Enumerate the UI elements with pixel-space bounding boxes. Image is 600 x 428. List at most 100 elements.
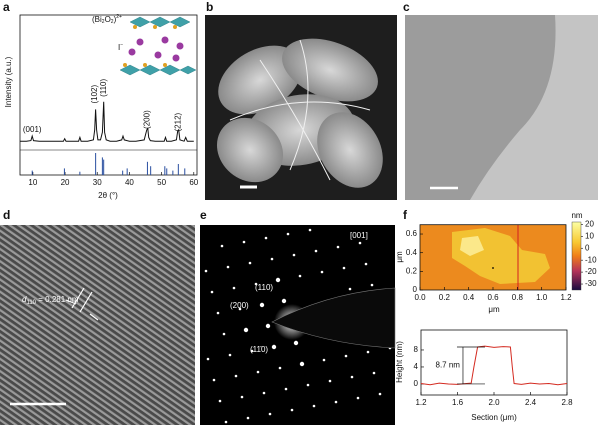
diffraction-spot — [336, 245, 340, 249]
reference-stick — [63, 168, 65, 175]
diffraction-spot — [275, 277, 281, 283]
diffraction-spot — [220, 244, 224, 248]
beam-stop — [271, 287, 396, 349]
reference-stick — [150, 166, 152, 175]
reference-stick — [177, 164, 179, 175]
x-tick-label: 0.0 — [414, 293, 426, 302]
diffraction-spot — [240, 395, 244, 399]
diffraction-spot — [216, 311, 220, 315]
panel-letter: e — [200, 208, 207, 222]
plot-frame — [19, 14, 198, 176]
diffraction-spot — [256, 370, 260, 374]
x-tick-label: 1.2 — [560, 293, 572, 302]
reference-stick — [122, 170, 124, 175]
x-tick-label: 0.6 — [487, 293, 499, 302]
y-tick-label: 8 — [414, 345, 419, 354]
diffraction-spot — [248, 261, 252, 265]
x-tick-label: 0.8 — [512, 293, 524, 302]
inset-anion: I− — [118, 42, 123, 52]
diffraction-spot — [306, 383, 310, 387]
diffraction-spot — [308, 228, 312, 232]
diffraction-spot — [334, 400, 338, 404]
tem-image — [405, 15, 598, 200]
data-line — [420, 345, 568, 386]
y-tick-label: 4 — [414, 362, 419, 371]
saed-image — [200, 225, 396, 425]
diffraction-spot — [210, 290, 214, 294]
reference-stick — [126, 168, 128, 175]
diffraction-spot — [262, 391, 266, 395]
x-axis-title: 2θ (°) — [98, 191, 118, 200]
diffraction-spot — [372, 371, 376, 375]
zone-axis: [001] — [350, 231, 368, 240]
colorbar-title: nm — [571, 211, 582, 220]
diffraction-spot — [293, 340, 299, 346]
diffraction-spot — [254, 282, 258, 286]
diffraction-spot — [228, 353, 232, 357]
diffraction-spot — [312, 404, 316, 408]
diffraction-spot — [322, 358, 326, 362]
diffraction-spot — [356, 396, 360, 400]
x-tick-label: 1.2 — [415, 398, 427, 407]
diffraction-spot — [243, 327, 249, 333]
x-axis-title: μm — [488, 305, 500, 314]
x-tick-label: 2.4 — [525, 398, 537, 407]
x-tick-label: 20 — [61, 178, 70, 187]
x-tick-label: 10 — [28, 178, 37, 187]
peak-label: (212) — [173, 112, 182, 131]
diffraction-spot — [286, 232, 290, 236]
x-tick-label: 0.2 — [439, 293, 451, 302]
inset-label: (Bi2O2)2+ — [92, 14, 122, 25]
diffraction-spot — [290, 408, 294, 412]
y-tick-label: 0 — [413, 285, 418, 294]
diffraction-spot — [342, 266, 346, 270]
x-tick-label: 60 — [189, 178, 198, 187]
colorbar-tick-label: -20 — [585, 267, 597, 276]
d-spacing-label: d110 = 0.281 nm — [22, 295, 79, 305]
diffraction-spot — [265, 323, 271, 329]
x-axis-title: Section (μm) — [471, 413, 517, 422]
panel-letter: a — [3, 0, 10, 14]
spot-label: (110) — [255, 283, 273, 292]
diffraction-spot — [328, 379, 332, 383]
panel-letter: c — [403, 0, 410, 14]
diffraction-spot — [320, 270, 324, 274]
diffraction-spot — [224, 420, 228, 424]
spot-label: (200) — [230, 301, 249, 310]
diffraction-spot — [238, 307, 242, 311]
diffraction-spot — [299, 361, 305, 367]
x-tick-label: 40 — [125, 178, 134, 187]
reference-stick — [103, 159, 105, 175]
diffraction-spot — [204, 269, 208, 273]
diffraction-spot — [292, 253, 296, 257]
reference-stick — [79, 171, 81, 175]
x-tick-label: 1.0 — [536, 293, 548, 302]
data-line — [20, 101, 194, 142]
panel-letter: b — [206, 0, 213, 14]
diffraction-spot — [212, 378, 216, 382]
diffraction-spot — [270, 257, 274, 261]
peak-label: (001) — [23, 125, 42, 134]
peak-label: (200) — [143, 110, 152, 129]
x-tick-label: 2.0 — [488, 398, 500, 407]
x-tick-label: 50 — [157, 178, 166, 187]
panel-letter: d — [3, 208, 10, 222]
hrtem-image — [0, 225, 195, 425]
x-tick-label: 0.4 — [463, 293, 475, 302]
diffraction-spot — [242, 240, 246, 244]
crystal-inset — [119, 16, 197, 76]
diffraction-spot — [250, 349, 254, 353]
diffraction-spot — [268, 412, 272, 416]
reference-stick — [31, 170, 33, 175]
y-tick-label: 0.6 — [406, 229, 418, 238]
diffraction-spot — [278, 366, 282, 370]
reference-stick — [164, 166, 166, 175]
colorbar-tick-label: -10 — [585, 255, 597, 264]
diffraction-spot — [284, 387, 288, 391]
sem-image — [205, 15, 397, 200]
diffraction-spot — [298, 274, 302, 278]
height-label: 8.7 nm — [436, 361, 461, 370]
y-tick-label: 0.2 — [406, 266, 418, 275]
peak-label: (102) — [90, 85, 99, 104]
